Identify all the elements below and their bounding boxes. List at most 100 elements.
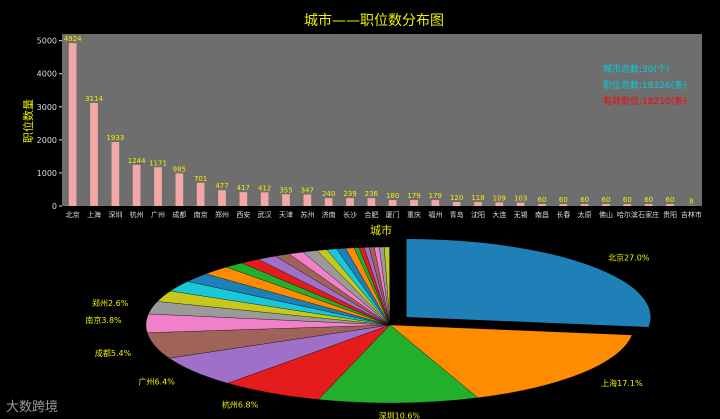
bar-data-label: 412 (258, 184, 271, 192)
bar (303, 194, 312, 206)
pie-slice (406, 239, 651, 327)
bar-data-label: 417 (237, 184, 250, 192)
bar-annotations: 城市总数:30(个) 职位总数:18326(条) 有效职位:18210(条) (603, 63, 687, 107)
bar-data-label: 985 (173, 165, 186, 173)
pie-label: 广州6.4% (139, 376, 176, 386)
pie-label: 成都5.4% (95, 348, 132, 358)
bar-chart: 0 1000 2000 3000 4000 5000 4924 北京 3114 上海 1933 深圳 1… (37, 34, 702, 219)
y-tick-label: 2000 (37, 136, 57, 145)
bar (68, 43, 77, 207)
pie-slice (389, 246, 391, 326)
bar (282, 194, 290, 206)
annotation-2: 职位总数:18326(条) (603, 79, 687, 91)
pie-label: 深圳10.6% (379, 411, 421, 419)
pie-label: 杭州6.8% (222, 400, 259, 410)
pie-label: 上海17.1% (601, 378, 643, 388)
bar-data-label: 4924 (64, 35, 82, 43)
chart-title: 城市——职位数分布图 (304, 12, 444, 29)
x-tick-label: 郑州 (215, 211, 229, 219)
x-tick-label: 石家庄 (638, 210, 659, 219)
bar (111, 142, 120, 206)
plot-area (62, 34, 702, 206)
bar (132, 164, 141, 206)
bar-data-label: 120 (450, 194, 463, 202)
y-tick-label: 4000 (37, 70, 57, 79)
x-tick-label: 北京 (66, 210, 80, 219)
bar-data-label: 1933 (106, 134, 124, 142)
bar-data-label: 60 (580, 196, 589, 204)
x-tick-label: 太原 (578, 210, 592, 219)
bar (623, 204, 632, 206)
x-tick-label: 合肥 (364, 210, 378, 219)
bar-data-label: 240 (322, 190, 335, 198)
bar (580, 204, 589, 206)
x-tick-label: 杭州 (130, 210, 144, 219)
bar (367, 198, 376, 206)
x-tick-label: 哈尔滨 (617, 210, 638, 219)
y-tick-label: 1000 (37, 169, 57, 178)
bar-data-label: 701 (194, 175, 207, 183)
bar (410, 200, 418, 206)
bar (474, 202, 482, 206)
bar-data-label: 179 (407, 192, 420, 200)
x-tick-label: 佛山 (599, 210, 613, 219)
bar (260, 192, 269, 206)
bar-data-label: 60 (559, 196, 568, 204)
pie-label: 郑州2.6% (92, 298, 129, 308)
bar (324, 198, 333, 206)
x-tick-label: 吉林市 (681, 210, 702, 219)
pie-slice (227, 324, 391, 400)
x-axis-label: 城市 (370, 223, 392, 237)
pie-slice (389, 324, 633, 398)
x-tick-label: 济南 (322, 210, 336, 219)
x-tick-label: 西安 (236, 210, 250, 219)
bar (196, 182, 205, 206)
bar (644, 204, 653, 206)
y-axis-label: 职位数量 (21, 99, 35, 143)
x-tick-label: 青岛 (450, 210, 464, 219)
bar-data-label: 1244 (128, 157, 146, 165)
x-tick-label: 长沙 (343, 210, 357, 219)
x-tick-label: 无锡 (514, 210, 528, 219)
bar (666, 204, 674, 206)
bar (175, 173, 184, 206)
bar-data-label: 109 (493, 194, 506, 202)
bar-data-label: 60 (623, 196, 632, 204)
bar-data-label: 180 (386, 192, 399, 200)
bar (431, 200, 440, 206)
bar-data-label: 236 (365, 190, 379, 198)
x-tick-label: 苏州 (300, 210, 314, 219)
x-tick-label: 长春 (556, 210, 570, 219)
x-tick-label: 贵阳 (663, 210, 677, 219)
x-tick-label: 福州 (428, 210, 442, 219)
bar-data-label: 477 (215, 182, 228, 190)
y-tick-label: 5000 (37, 37, 57, 46)
bar (452, 202, 461, 206)
bar-data-label: 1171 (149, 159, 167, 167)
bar-data-label: 8 (689, 198, 693, 206)
x-tick-label: 南昌 (535, 210, 549, 219)
bar (346, 198, 354, 206)
pie-label: 北京27.0% (608, 252, 650, 262)
x-tick-label: 南京 (194, 210, 208, 219)
bar (388, 200, 397, 206)
bar-data-label: 3114 (85, 95, 103, 103)
bar-data-label: 347 (301, 187, 314, 195)
bar-data-label: 60 (666, 196, 675, 204)
watermark-text: 大数跨境 (6, 400, 59, 415)
bar-data-label: 60 (602, 196, 611, 204)
bar (239, 192, 248, 206)
pie-label: 南京3.8% (85, 315, 122, 325)
bar-data-label: 239 (343, 190, 356, 198)
bar-data-label: 118 (471, 194, 484, 202)
bar-data-label: 60 (644, 196, 653, 204)
bar-data-label: 355 (279, 186, 292, 194)
bar-data-label: 103 (514, 195, 527, 203)
pie-slice (317, 324, 479, 404)
x-tick-label: 重庆 (407, 210, 421, 219)
x-tick-label: 沈阳 (471, 210, 485, 219)
bar (516, 202, 525, 206)
x-tick-label: 广州 (151, 210, 165, 219)
bar (559, 204, 568, 206)
